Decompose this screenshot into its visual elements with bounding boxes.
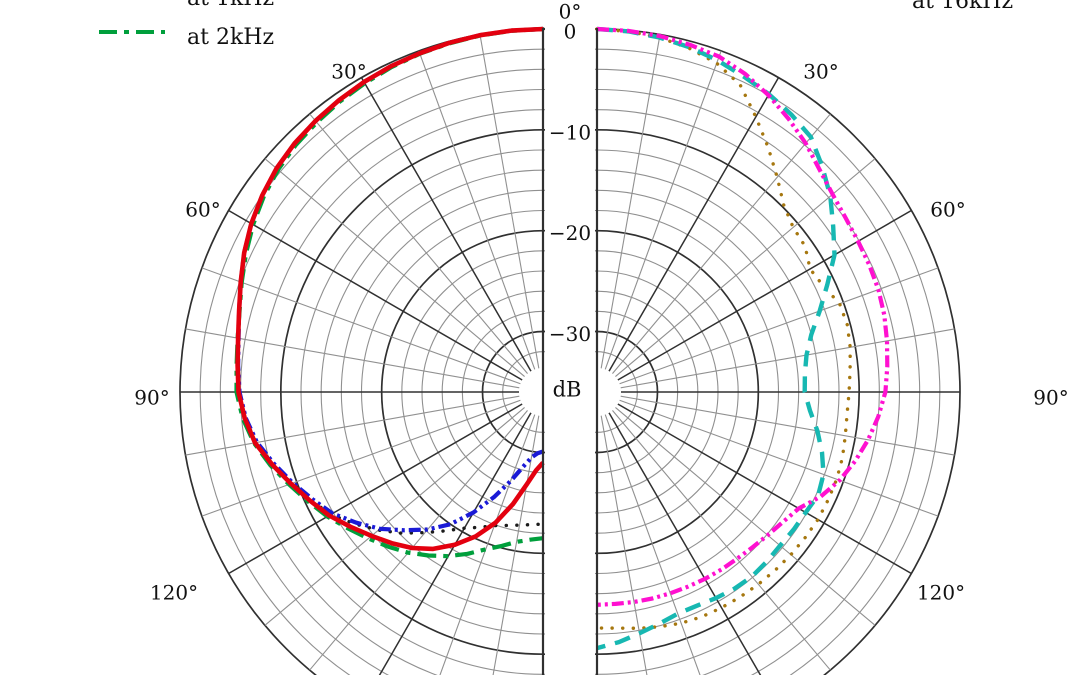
grid-spoke-major bbox=[360, 77, 532, 372]
curve-dashdotdot-magenta bbox=[596, 26, 890, 607]
left-half-polar-plot bbox=[179, 26, 545, 675]
angle-label-right-120: 120° bbox=[917, 581, 965, 605]
grid-spoke-minor bbox=[612, 410, 831, 671]
radial-unit-label: dB bbox=[553, 378, 582, 402]
grid-spoke-major bbox=[378, 412, 532, 675]
grid-spoke-minor bbox=[185, 328, 520, 389]
radial-tick-label: 0 bbox=[564, 20, 577, 44]
grid-spoke-minor bbox=[615, 158, 876, 377]
legend-item-at-16khz: at 16kHz bbox=[912, 0, 1014, 14]
grid-spoke-minor bbox=[439, 414, 536, 675]
grid-spoke-major bbox=[228, 209, 523, 381]
right-half-polar-plot bbox=[595, 26, 961, 675]
legend-item-at-2khz: at 2kHz bbox=[187, 25, 275, 50]
curve-solid-red bbox=[235, 26, 545, 552]
angle-label-right-30: 30° bbox=[803, 60, 838, 84]
grid-spoke-minor bbox=[600, 415, 648, 675]
radial-tick-label: −10 bbox=[549, 120, 591, 144]
grid-spoke-major bbox=[608, 412, 762, 675]
grid-spoke-minor bbox=[615, 407, 876, 626]
grid-spoke-minor bbox=[264, 407, 525, 626]
angle-label-left-90: 90° bbox=[134, 386, 169, 410]
grid-spoke-minor bbox=[418, 50, 536, 370]
grid-spoke-minor bbox=[264, 158, 525, 377]
grid-spoke-minor bbox=[309, 410, 528, 671]
legend-item-at-1khz: at 1kHz bbox=[187, 0, 274, 10]
angle-label-0deg: 0° bbox=[559, 0, 582, 24]
center-hole bbox=[595, 368, 621, 416]
grid-spoke-minor bbox=[612, 113, 831, 374]
angle-label-left-60: 60° bbox=[185, 198, 220, 222]
grid-spoke-minor bbox=[619, 399, 939, 517]
grid-spoke-major bbox=[617, 403, 912, 575]
grid-spoke-minor bbox=[309, 113, 528, 374]
grid-spoke-minor bbox=[201, 399, 521, 517]
grid-spoke-major bbox=[608, 77, 780, 372]
angle-label-left-120: 120° bbox=[150, 581, 198, 605]
radial-tick-label: −20 bbox=[549, 221, 591, 245]
angle-label-left-30: 30° bbox=[331, 60, 366, 84]
grid-spoke-minor bbox=[185, 395, 520, 456]
grid-spoke-minor bbox=[604, 414, 701, 675]
grid-spoke-minor bbox=[492, 415, 540, 675]
angle-label-right-90: 90° bbox=[1033, 386, 1068, 410]
grid-spoke-minor bbox=[201, 267, 521, 385]
grid-spoke-minor bbox=[619, 267, 939, 385]
grid-spoke-major bbox=[617, 209, 912, 381]
grid-spoke-minor bbox=[620, 395, 955, 456]
grid-spoke-minor bbox=[600, 34, 661, 369]
radial-tick-label: −30 bbox=[549, 322, 591, 346]
grid-spoke-major bbox=[228, 403, 523, 575]
center-hole bbox=[519, 368, 545, 416]
grid-spoke-minor bbox=[620, 328, 955, 389]
angle-label-right-60: 60° bbox=[930, 198, 965, 222]
grid-spoke-minor bbox=[479, 34, 540, 369]
grid-spoke-minor bbox=[604, 50, 722, 370]
legend-sample-line-at-2khz bbox=[99, 30, 165, 34]
